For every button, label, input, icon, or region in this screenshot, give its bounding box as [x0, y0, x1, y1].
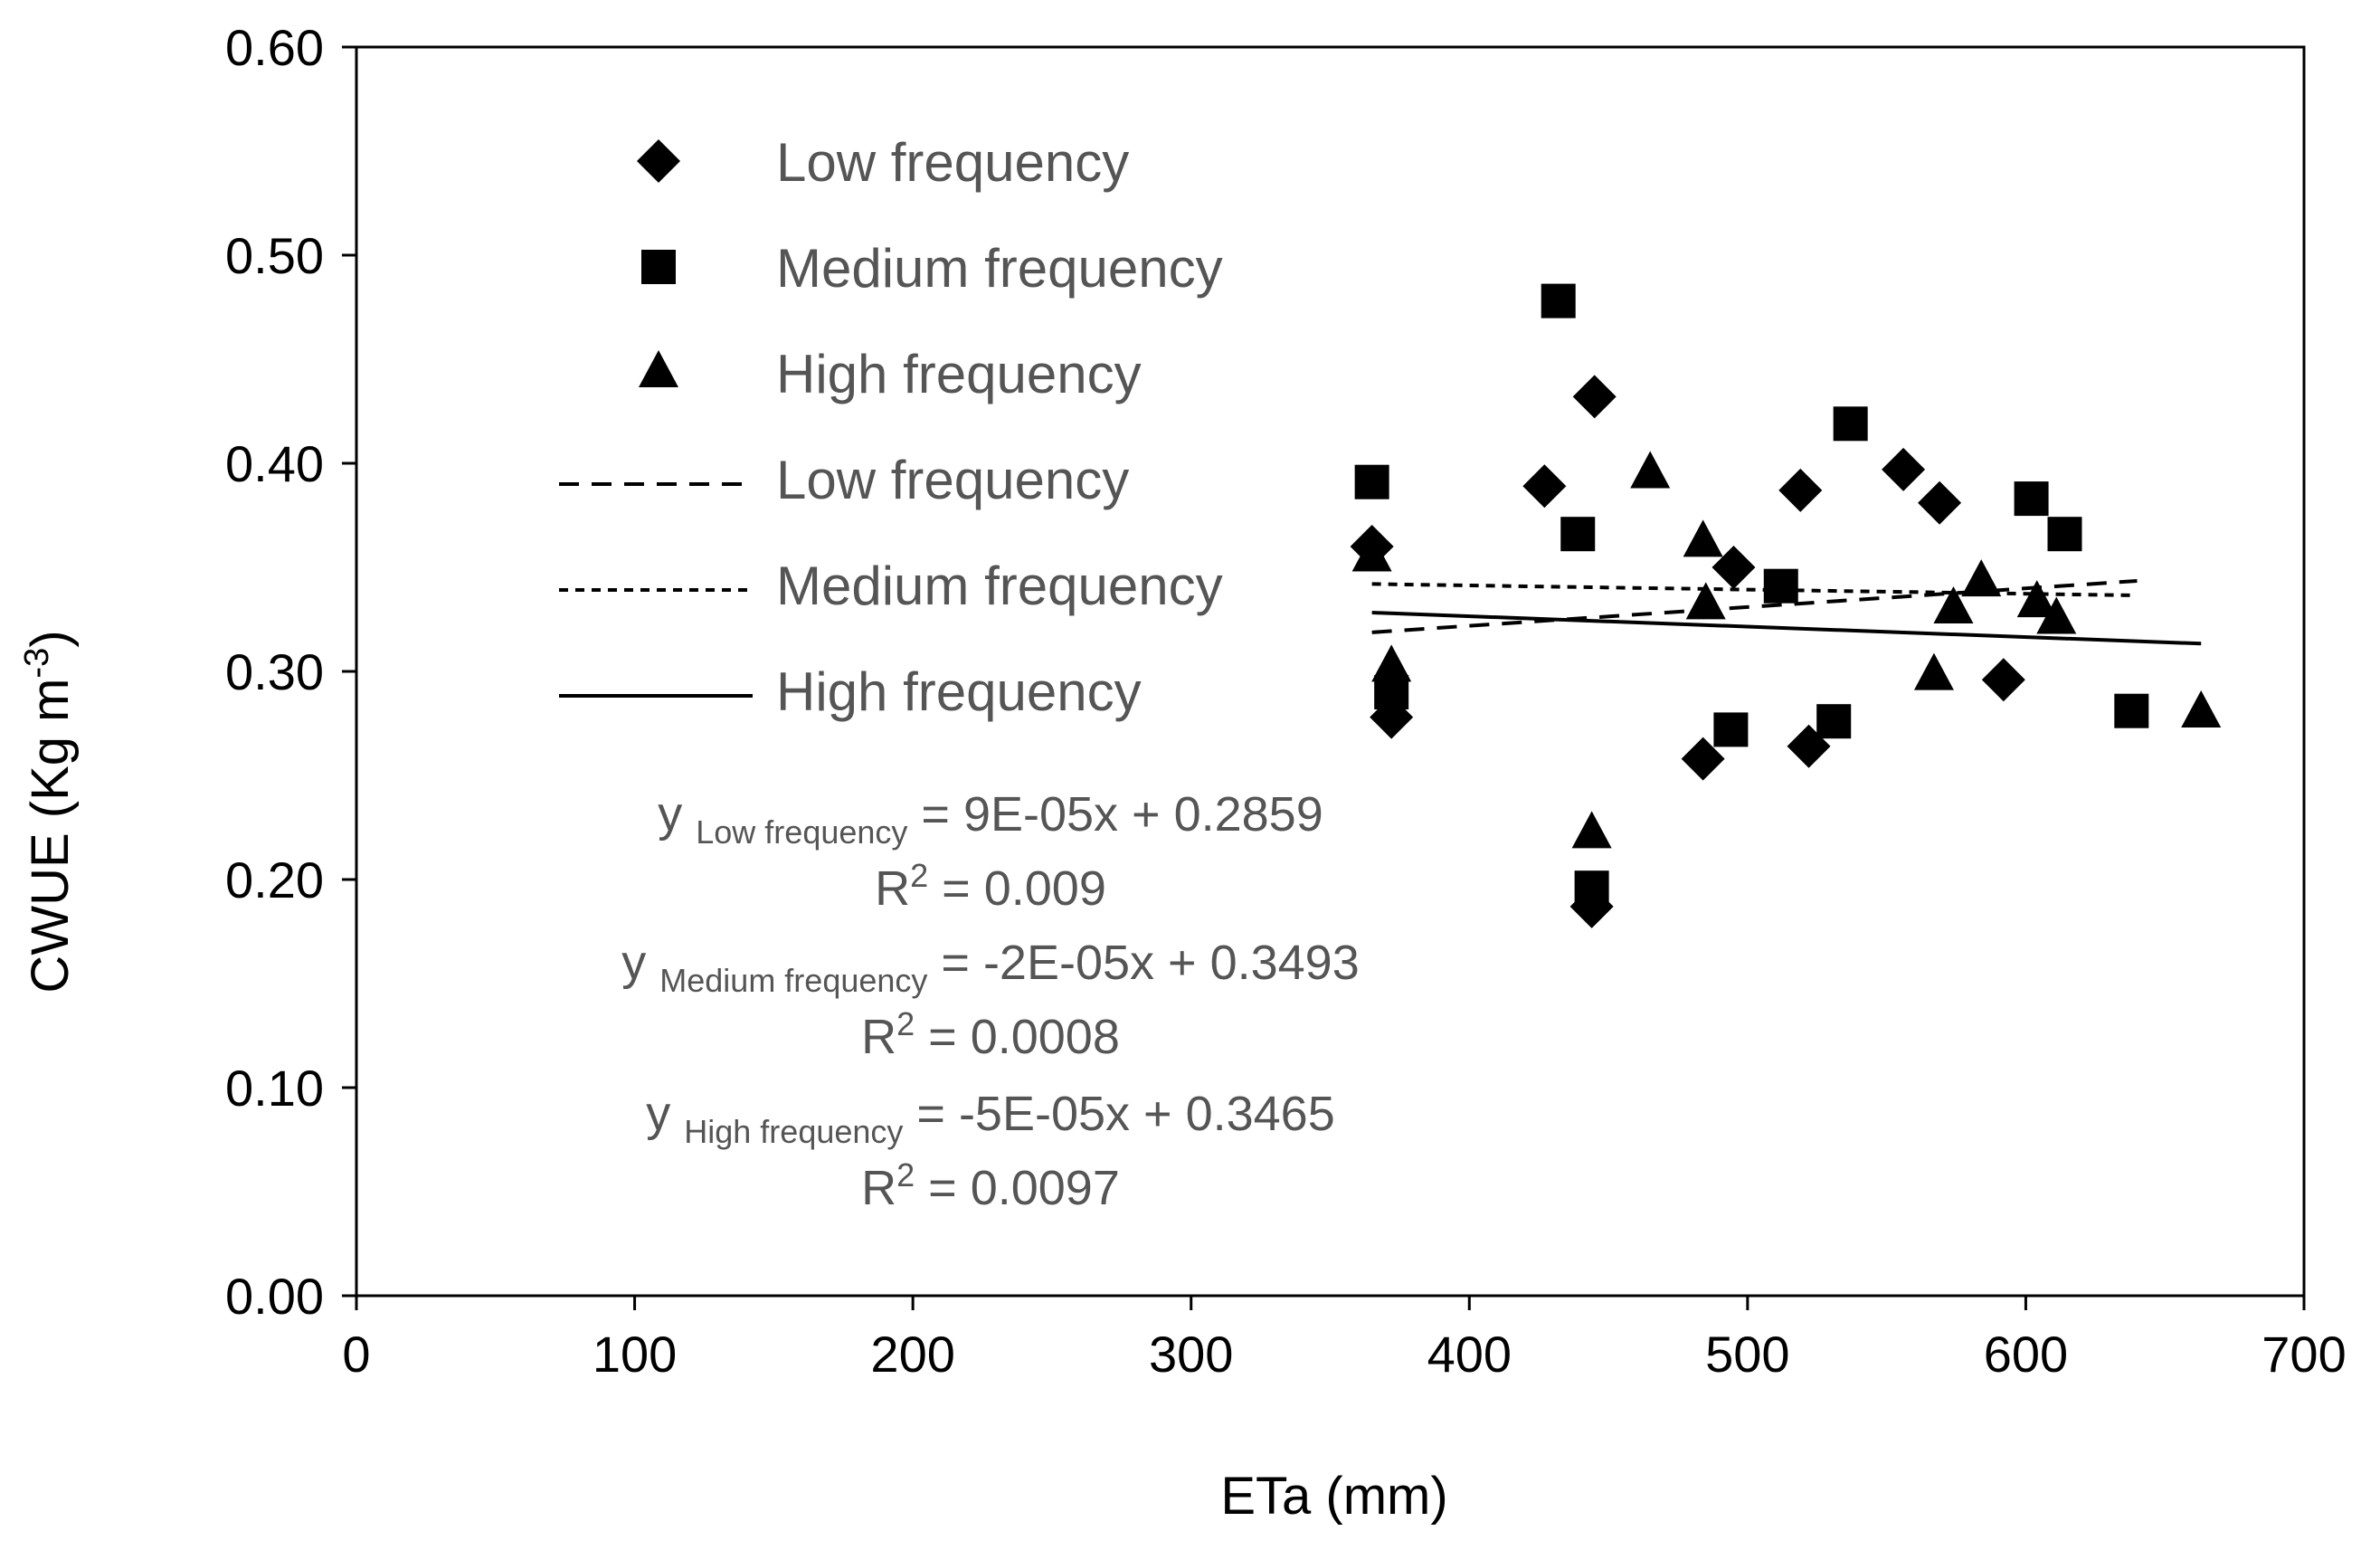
x-tick-label: 600 [1984, 1326, 2068, 1383]
y-tick-label: 0.10 [225, 1060, 324, 1117]
annotation-high-frequency: y High frequency = -5E-05x + 0.3465 R2 = … [646, 1087, 1334, 1215]
data-point [1778, 468, 1823, 512]
data-point [1961, 559, 2002, 597]
data-point [1571, 811, 1612, 849]
legend-marker [639, 350, 678, 387]
data-point [1685, 582, 1726, 620]
data-point [1560, 517, 1596, 552]
y-axis-title-close: ) [21, 630, 80, 647]
x-axis-title: ETa (mm) [1220, 1467, 1447, 1526]
equation: y Medium frequency = -2E-05x + 0.3493 [621, 936, 1359, 999]
annotation-medium-frequency: y Medium frequency = -2E-05x + 0.3493 R2 … [621, 936, 1359, 1064]
y-tick-label: 0.20 [225, 851, 324, 908]
legend-marker [641, 250, 676, 284]
data-point [2016, 580, 2057, 618]
legend-label: Medium frequency [776, 238, 1223, 299]
data-point [1541, 283, 1576, 319]
legend-marker [637, 139, 680, 183]
legend-entry: Medium frequency [641, 238, 1223, 299]
series-medium-frequency [1354, 283, 2149, 906]
data-points [1350, 283, 2222, 928]
y-tick-label: 0.00 [225, 1268, 324, 1325]
x-tick-label: 700 [2261, 1326, 2346, 1383]
legend-label: High frequency [776, 661, 1142, 722]
data-point [2114, 693, 2149, 728]
trendline-high-frequency [1371, 611, 2202, 646]
y-tick-label: 0.50 [225, 227, 324, 284]
data-point [1913, 652, 1954, 690]
data-point [1371, 644, 1412, 682]
series-low-frequency [1350, 375, 2025, 928]
data-point [1882, 447, 1926, 491]
legend: Low frequency Medium frequency High freque… [559, 132, 1223, 722]
r-squared: R2 = 0.0097 [861, 1156, 1120, 1215]
data-point [1354, 464, 1389, 499]
data-point [2014, 481, 2049, 517]
legend-entry: Low frequency [559, 450, 1129, 510]
x-tick-label: 300 [1149, 1326, 1233, 1383]
y-axis-title: CWUE (Kg m-3) [18, 630, 80, 993]
data-point [1572, 375, 1617, 419]
y-tick-label: 0.60 [225, 19, 324, 76]
trendline-medium-frequency [1371, 582, 2138, 598]
legend-entry: Medium frequency [559, 556, 1223, 616]
data-point [1681, 737, 1725, 781]
legend-label: Medium frequency [776, 556, 1223, 616]
y-axis-title-main: CWUE (Kg m [21, 679, 80, 994]
data-point [1918, 480, 1962, 525]
r-squared: R2 = 0.009 [875, 857, 1106, 916]
y-tick-label: 0.40 [225, 435, 324, 492]
legend-label: Low frequency [776, 132, 1129, 193]
equation: y High frequency = -5E-05x + 0.3465 [646, 1087, 1334, 1150]
legend-entry: Low frequency [637, 132, 1129, 193]
axes: 0 100 200 300 400 500 600 700 0.00 0.10 0.20 0.30 0.… [225, 19, 2347, 1383]
data-point [1574, 870, 1609, 906]
r-squared: R2 = 0.0008 [861, 1005, 1120, 1064]
x-tick-label: 100 [593, 1326, 677, 1383]
legend-entry: High frequency [639, 344, 1142, 404]
series-high-frequency [1351, 451, 2222, 849]
trendlines [1371, 578, 2202, 646]
data-point [1933, 586, 1974, 623]
data-point [1833, 406, 1868, 442]
data-point [1713, 712, 1749, 747]
x-tick-label: 0 [342, 1326, 370, 1383]
y-tick-label: 0.30 [225, 643, 324, 700]
data-point [1712, 546, 1756, 589]
legend-label: High frequency [776, 344, 1142, 404]
regression-annotations: y Low frequency = 9E-05x + 0.2859 R2 = 0.… [621, 787, 1359, 1215]
data-point [2036, 596, 2077, 634]
x-tick-label: 500 [1705, 1326, 1789, 1383]
legend-label: Low frequency [776, 450, 1129, 510]
equation: y Low frequency = 9E-05x + 0.2859 [658, 787, 1323, 851]
data-point [1981, 658, 2025, 702]
data-point [1763, 568, 1798, 604]
data-point [2047, 517, 2082, 552]
data-point [1522, 464, 1567, 509]
y-axis-title-sup: -3 [18, 648, 56, 679]
data-point [1683, 519, 1723, 557]
annotation-low-frequency: y Low frequency = 9E-05x + 0.2859 R2 = 0.… [658, 787, 1323, 916]
x-tick-label: 400 [1427, 1326, 1512, 1383]
data-point [1351, 534, 1392, 572]
legend-entry: High frequency [559, 661, 1142, 722]
data-point [2181, 690, 2222, 727]
data-point [1630, 451, 1671, 489]
data-point [1816, 704, 1852, 739]
x-tick-label: 200 [870, 1326, 954, 1383]
